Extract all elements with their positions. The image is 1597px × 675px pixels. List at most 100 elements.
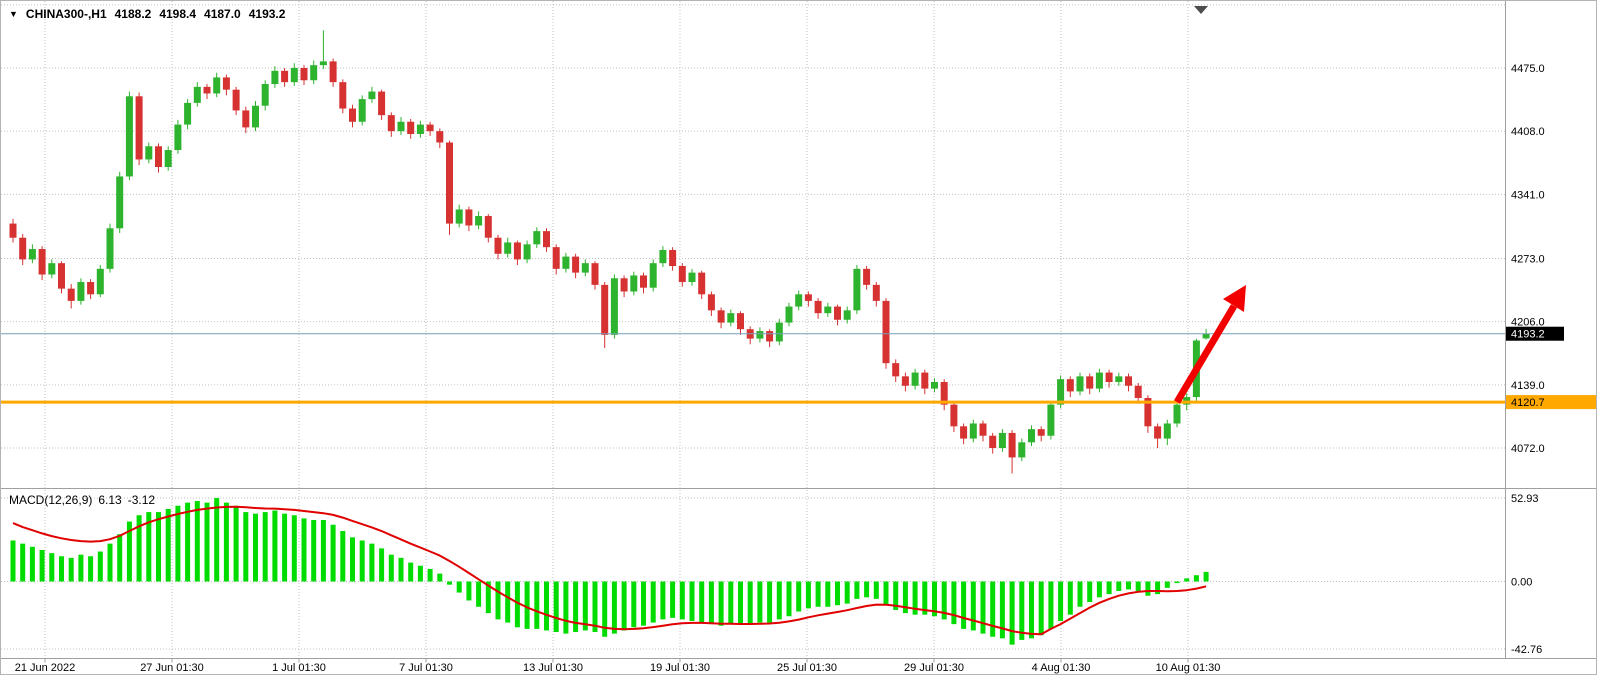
candle-body <box>319 61 327 66</box>
candle <box>455 204 463 228</box>
macd-histogram-bar <box>1193 575 1199 582</box>
macd-histogram-bar <box>999 581 1005 639</box>
macd-histogram-bar <box>582 581 588 631</box>
chart-shift-marker-icon[interactable] <box>1194 6 1208 14</box>
trend-arrow-annotation[interactable] <box>1173 285 1246 404</box>
candle <box>1163 419 1171 446</box>
macd-histogram-bar <box>902 581 908 614</box>
macd-histogram-bar <box>146 512 152 582</box>
macd-histogram-bar <box>718 581 724 626</box>
macd-histogram-bar <box>679 581 685 620</box>
price-axis-label: 4072.0 <box>1511 443 1545 455</box>
candle <box>824 302 832 317</box>
candle <box>87 279 95 300</box>
macd-histogram-bar <box>514 581 520 628</box>
candle-body <box>58 263 65 289</box>
ohlc-open: 4188.2 <box>114 7 152 21</box>
price-axis-label: 4273.0 <box>1511 253 1545 265</box>
candle-body <box>1095 372 1103 389</box>
candles-layer <box>9 30 1210 474</box>
macd-histogram-bar <box>78 554 84 582</box>
candle-body <box>1105 372 1113 382</box>
macd-histogram-bar <box>456 581 462 593</box>
macd-histogram-bar <box>835 581 840 606</box>
candle <box>397 117 405 135</box>
trend-arrow-head-icon[interactable] <box>1223 285 1246 312</box>
macd-histogram-bar <box>253 513 258 582</box>
macd-histogram-bar <box>660 581 666 620</box>
macd-histogram-bar <box>1203 571 1209 582</box>
macd-histogram-bar <box>447 581 452 585</box>
macd-histogram-bar <box>214 498 220 582</box>
candle <box>426 121 434 136</box>
candle-body <box>310 65 318 81</box>
candle-body <box>1115 376 1123 382</box>
symbol-menu-icon[interactable]: ▼ <box>9 8 18 19</box>
time-axis-label: 13 Jul 01:30 <box>523 662 583 674</box>
macd-histogram-bar <box>68 557 74 582</box>
candle <box>1066 376 1074 398</box>
candle <box>756 327 764 343</box>
candle-body <box>106 228 114 269</box>
ohlc-low: 4187.0 <box>204 7 241 21</box>
candle-body <box>368 91 376 100</box>
candle <box>319 30 327 69</box>
macd-histogram-bar <box>437 573 443 582</box>
candle <box>213 72 221 98</box>
candle <box>1173 400 1181 428</box>
macd-histogram-bar <box>553 581 559 633</box>
candle <box>193 82 201 107</box>
candle <box>290 63 298 86</box>
macd-histogram-bar <box>485 581 491 614</box>
macd-histogram-bar <box>961 581 967 629</box>
candle <box>901 372 909 392</box>
macd-histogram-bar <box>689 581 695 621</box>
candle-body <box>892 363 900 377</box>
candle <box>872 282 880 307</box>
candle <box>164 146 172 171</box>
macd-signal-line <box>12 505 1207 636</box>
trend-arrow-shaft[interactable] <box>1173 304 1238 404</box>
macd-histogram-bar <box>932 581 937 617</box>
macd-histogram-bar <box>1135 581 1141 591</box>
macd-histogram-bar <box>243 512 249 582</box>
candle-body <box>581 263 589 273</box>
candle-body <box>513 242 521 260</box>
candle <box>281 68 289 87</box>
level-price-tag <box>1506 395 1596 410</box>
candle <box>9 218 17 243</box>
candle-body <box>300 68 308 81</box>
macd-main-value: 6.13 <box>98 493 122 507</box>
time-axis-label: 19 Jul 01:30 <box>650 662 710 674</box>
candle-body <box>155 146 162 168</box>
candle <box>834 304 841 326</box>
candle <box>737 311 744 335</box>
macd-name: MACD(12,26,9) <box>9 493 93 507</box>
macd-histogram-bar <box>631 581 637 628</box>
macd-histogram-bar <box>49 553 55 582</box>
macd-histogram-bar <box>941 581 947 620</box>
candle <box>727 309 735 327</box>
macd-histogram-bar <box>10 540 16 582</box>
macd-histogram-bar <box>951 581 957 625</box>
candle <box>1134 382 1142 404</box>
macd-histogram-bar <box>408 562 414 582</box>
candle-body <box>979 423 987 436</box>
candle-body <box>9 223 17 238</box>
candle <box>669 247 677 271</box>
candle-body <box>455 209 463 224</box>
macd-histogram-bar <box>97 551 103 582</box>
candle-body <box>640 275 647 288</box>
macd-histogram-bar <box>117 534 123 582</box>
candle <box>950 401 958 432</box>
candle-body <box>436 131 444 143</box>
candle <box>261 80 269 111</box>
macd-histogram-bar <box>854 581 860 599</box>
candle-body <box>1086 376 1094 389</box>
candle-body <box>387 115 395 132</box>
candle-body <box>1173 404 1181 424</box>
candle-body <box>164 150 172 168</box>
macd-histogram-bar <box>495 581 501 620</box>
candle-body <box>1057 379 1065 405</box>
